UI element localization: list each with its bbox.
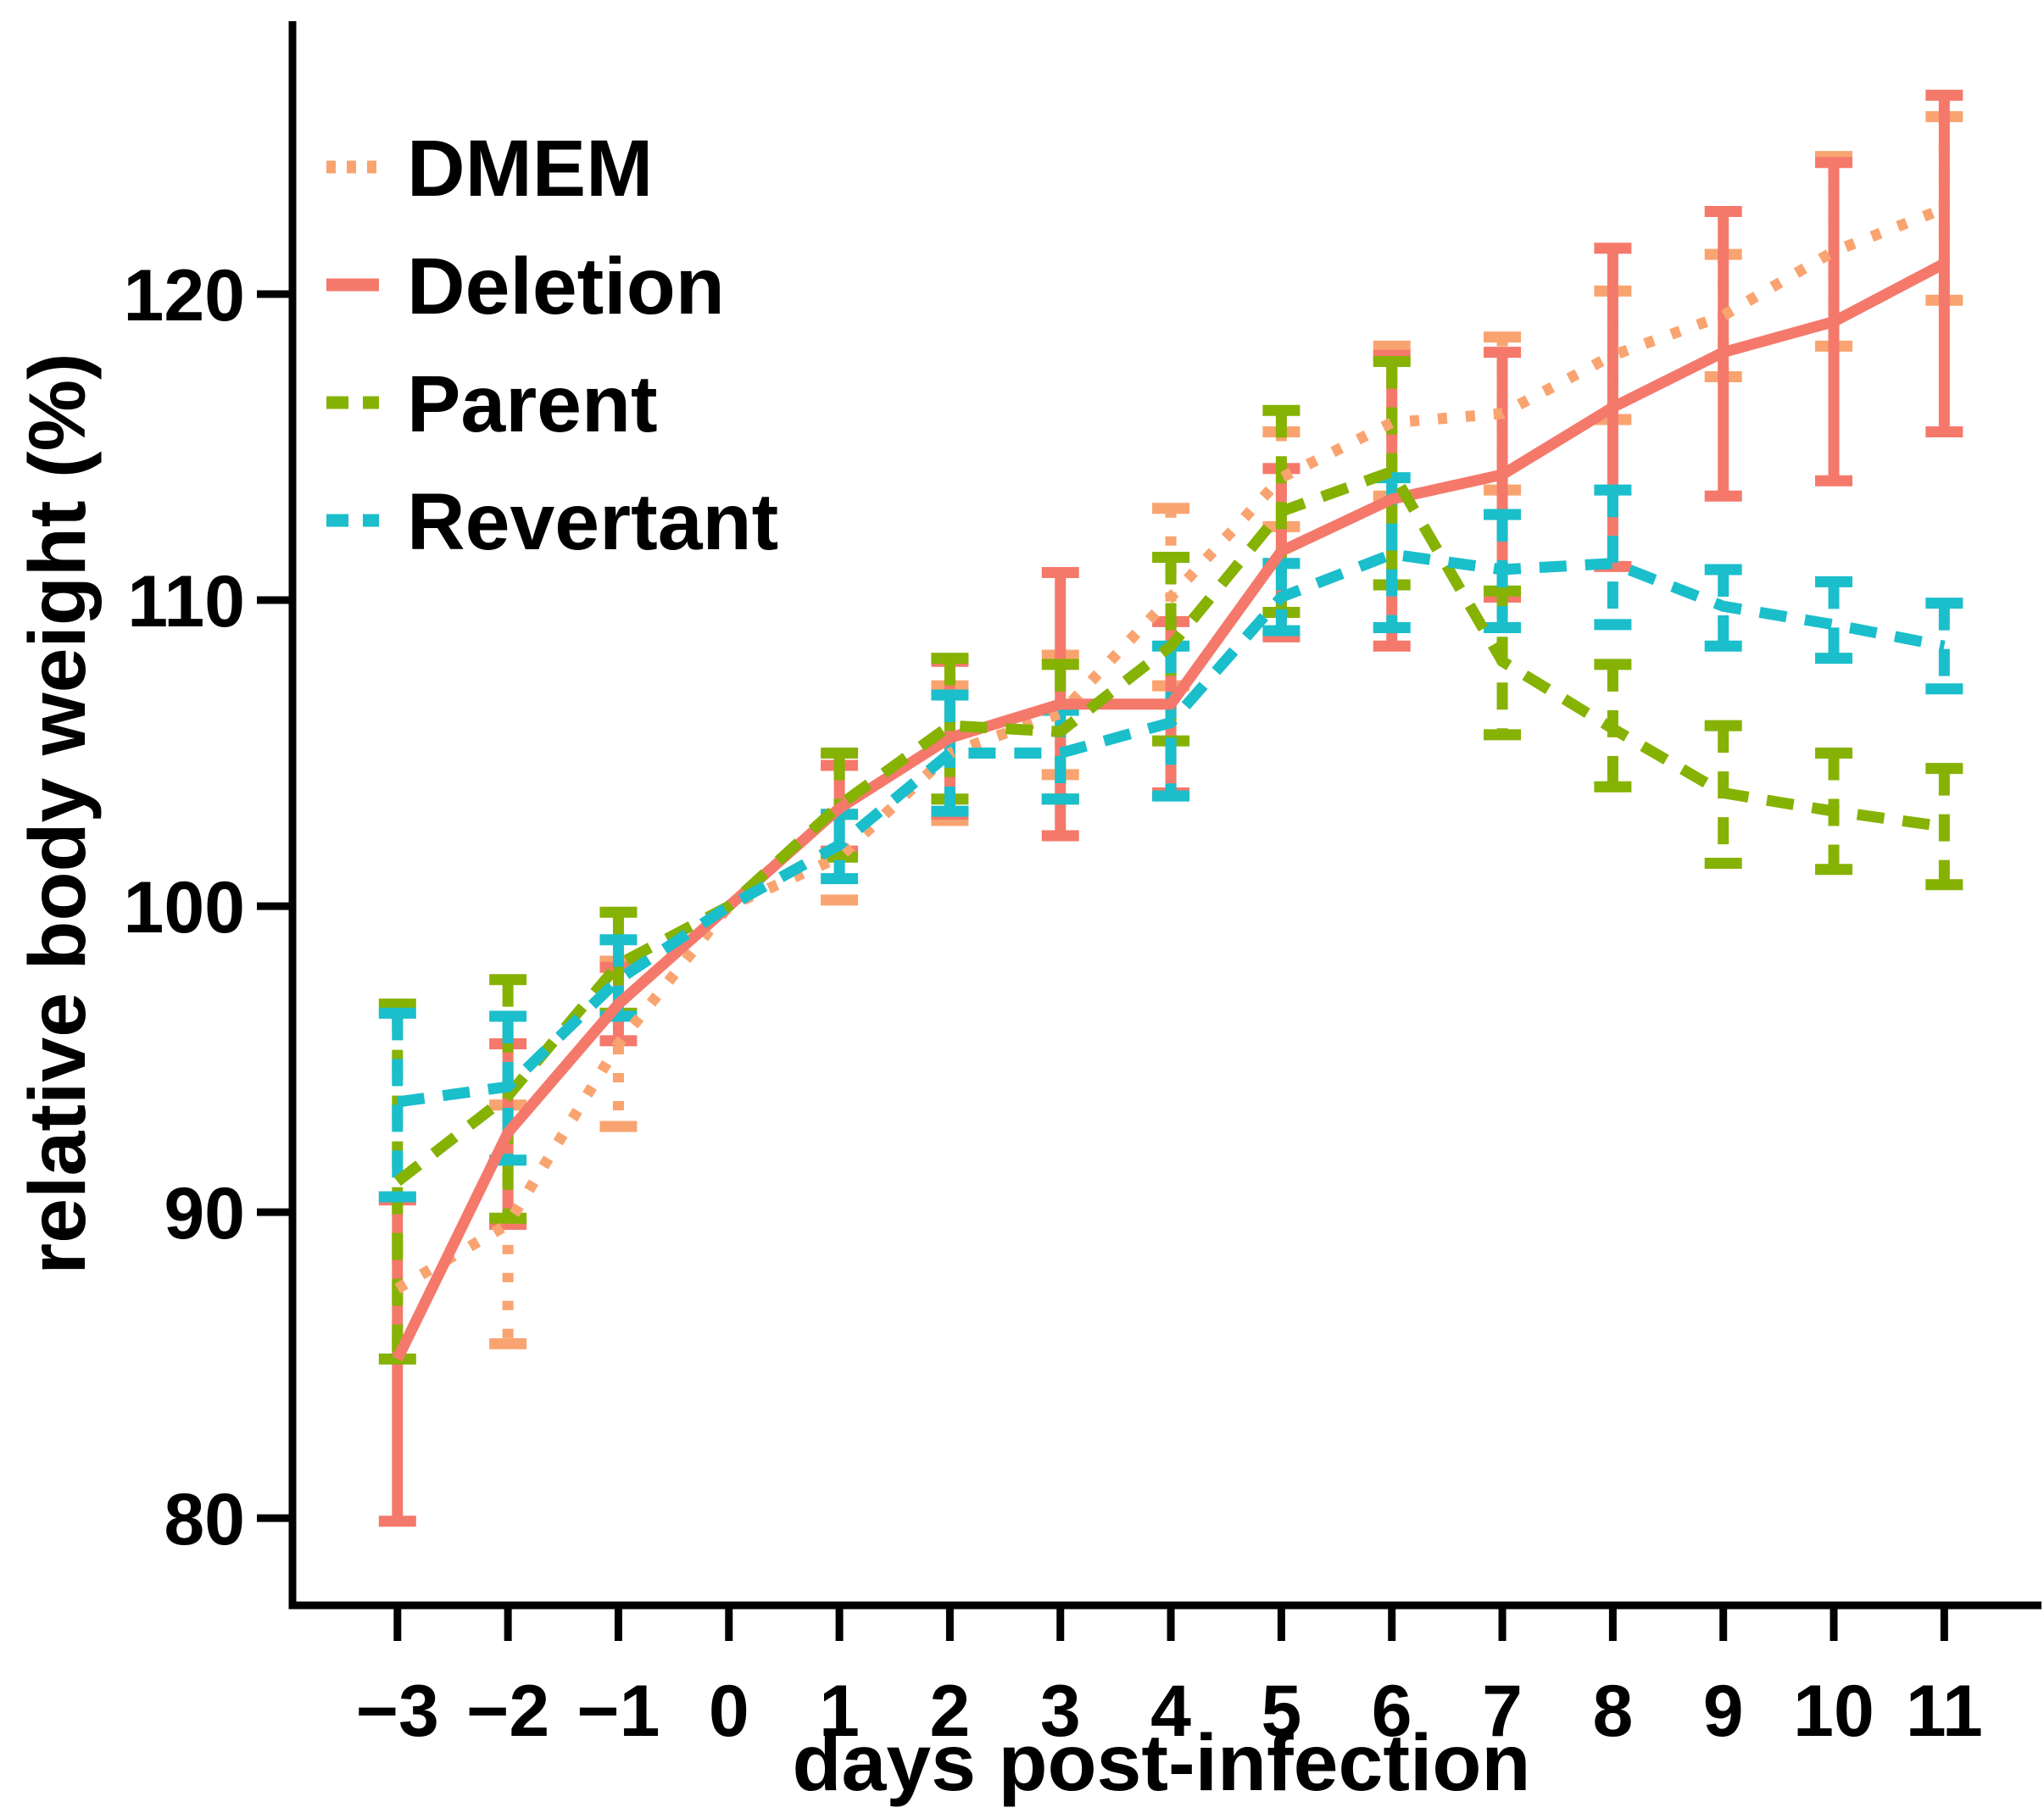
x-tick-label: −1: [576, 1671, 660, 1752]
series-line-revertant: [396, 548, 1946, 1108]
tick-labels-layer: 80 90 100 110 120 −3 −2 −1 0 1 2 3 4 5 6 7 8 9 10 11: [124, 255, 1983, 1752]
x-tick-label: 10: [1793, 1671, 1874, 1752]
y-tick-label: 120: [124, 255, 246, 336]
x-axis-title: days post-infection: [793, 1718, 1531, 1808]
x-tick-label: 7: [1482, 1671, 1523, 1752]
y-tick-label: 80: [164, 1479, 245, 1560]
x-tick-label: 3: [1040, 1671, 1081, 1752]
x-tick-label: 6: [1372, 1671, 1412, 1752]
legend-label-dmem: DMEM: [407, 124, 653, 214]
legend-item-dmem: DMEM: [326, 124, 653, 214]
x-tick-label: −2: [466, 1671, 549, 1752]
legend-label-parent: Parent: [407, 359, 658, 449]
x-tick-label: 4: [1150, 1671, 1191, 1752]
legend-item-revertant: Revertant: [326, 477, 778, 567]
axes-layer: [257, 21, 2041, 1641]
series-line-deletion: [392, 259, 1947, 1362]
x-tick-label: −3: [356, 1671, 439, 1752]
legend-label-deletion: Deletion: [407, 242, 725, 331]
series-lines-layer: [392, 203, 1947, 1362]
x-tick-label: 8: [1592, 1671, 1633, 1752]
x-tick-label: 2: [930, 1671, 971, 1752]
legend-label-revertant: Revertant: [407, 477, 778, 567]
y-tick-label: 100: [124, 867, 246, 948]
legend-item-parent: Parent: [326, 359, 658, 449]
x-tick-label: 11: [1906, 1671, 1983, 1752]
series-line-parent: [393, 464, 1946, 1187]
y-tick-label: 110: [127, 561, 245, 642]
y-axis-title: relative body weight (%): [13, 353, 103, 1274]
legend: DMEM Deletion Parent Revertant: [326, 124, 778, 567]
y-tick-label: 90: [164, 1173, 245, 1254]
x-tick-label: 1: [819, 1671, 860, 1752]
x-tick-label: 5: [1261, 1671, 1301, 1752]
x-tick-label: 9: [1703, 1671, 1744, 1752]
x-tick-label: 0: [709, 1671, 749, 1752]
legend-item-deletion: Deletion: [326, 242, 725, 331]
series-line-dmem: [394, 203, 1947, 1293]
